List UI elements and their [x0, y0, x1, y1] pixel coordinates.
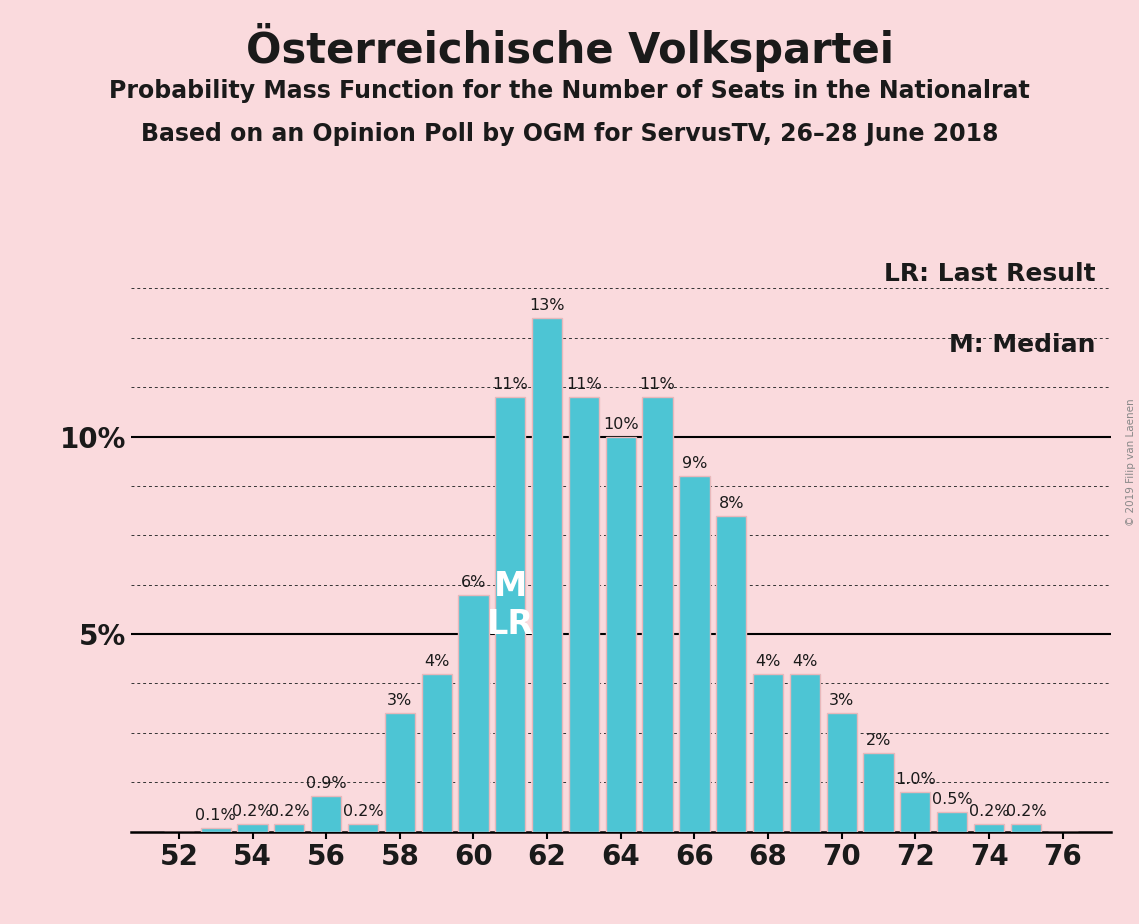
Text: 4%: 4% [793, 654, 818, 669]
Text: 0.1%: 0.1% [195, 808, 236, 823]
Bar [532, 318, 563, 832]
Text: 13%: 13% [530, 298, 565, 313]
Text: 11%: 11% [640, 377, 675, 393]
Bar [606, 436, 636, 832]
Bar [679, 476, 710, 832]
Text: 10%: 10% [603, 417, 639, 432]
Text: 4%: 4% [424, 654, 449, 669]
Bar [495, 397, 525, 832]
Bar [311, 796, 342, 832]
Bar [900, 792, 931, 832]
Text: 4%: 4% [755, 654, 780, 669]
Bar [458, 594, 489, 832]
Text: 11%: 11% [566, 377, 601, 393]
Bar [568, 397, 599, 832]
Bar [789, 674, 820, 832]
Text: 1.0%: 1.0% [895, 772, 936, 787]
Text: Probability Mass Function for the Number of Seats in the Nationalrat: Probability Mass Function for the Number… [109, 79, 1030, 103]
Text: Österreichische Volkspartei: Österreichische Volkspartei [246, 23, 893, 72]
Text: 0.5%: 0.5% [932, 792, 973, 807]
Text: 3%: 3% [829, 693, 854, 709]
Text: 3%: 3% [387, 693, 412, 709]
Text: 0.2%: 0.2% [968, 804, 1009, 819]
Text: 0.2%: 0.2% [1006, 804, 1046, 819]
Bar [937, 812, 967, 832]
Bar [237, 823, 268, 832]
Bar [1010, 823, 1041, 832]
Text: M: Median: M: Median [949, 334, 1096, 358]
Bar [642, 397, 673, 832]
Text: 8%: 8% [719, 496, 744, 511]
Text: © 2019 Filip van Laenen: © 2019 Filip van Laenen [1126, 398, 1136, 526]
Bar [274, 823, 304, 832]
Bar [863, 752, 894, 832]
Bar [716, 516, 746, 832]
Text: 9%: 9% [682, 456, 707, 471]
Text: 11%: 11% [492, 377, 528, 393]
Text: M
LR: M LR [486, 570, 534, 641]
Bar [385, 713, 415, 832]
Text: 2%: 2% [866, 733, 891, 748]
Bar [753, 674, 784, 832]
Text: 0.2%: 0.2% [232, 804, 273, 819]
Bar [827, 713, 857, 832]
Bar [200, 828, 231, 832]
Text: LR: Last Result: LR: Last Result [884, 261, 1096, 286]
Text: 0.9%: 0.9% [306, 776, 346, 791]
Text: Based on an Opinion Poll by OGM for ServusTV, 26–28 June 2018: Based on an Opinion Poll by OGM for Serv… [141, 122, 998, 146]
Text: 0.2%: 0.2% [343, 804, 384, 819]
Bar [974, 823, 1005, 832]
Text: 6%: 6% [461, 575, 486, 590]
Text: 0.2%: 0.2% [269, 804, 310, 819]
Bar [347, 823, 378, 832]
Bar [421, 674, 452, 832]
